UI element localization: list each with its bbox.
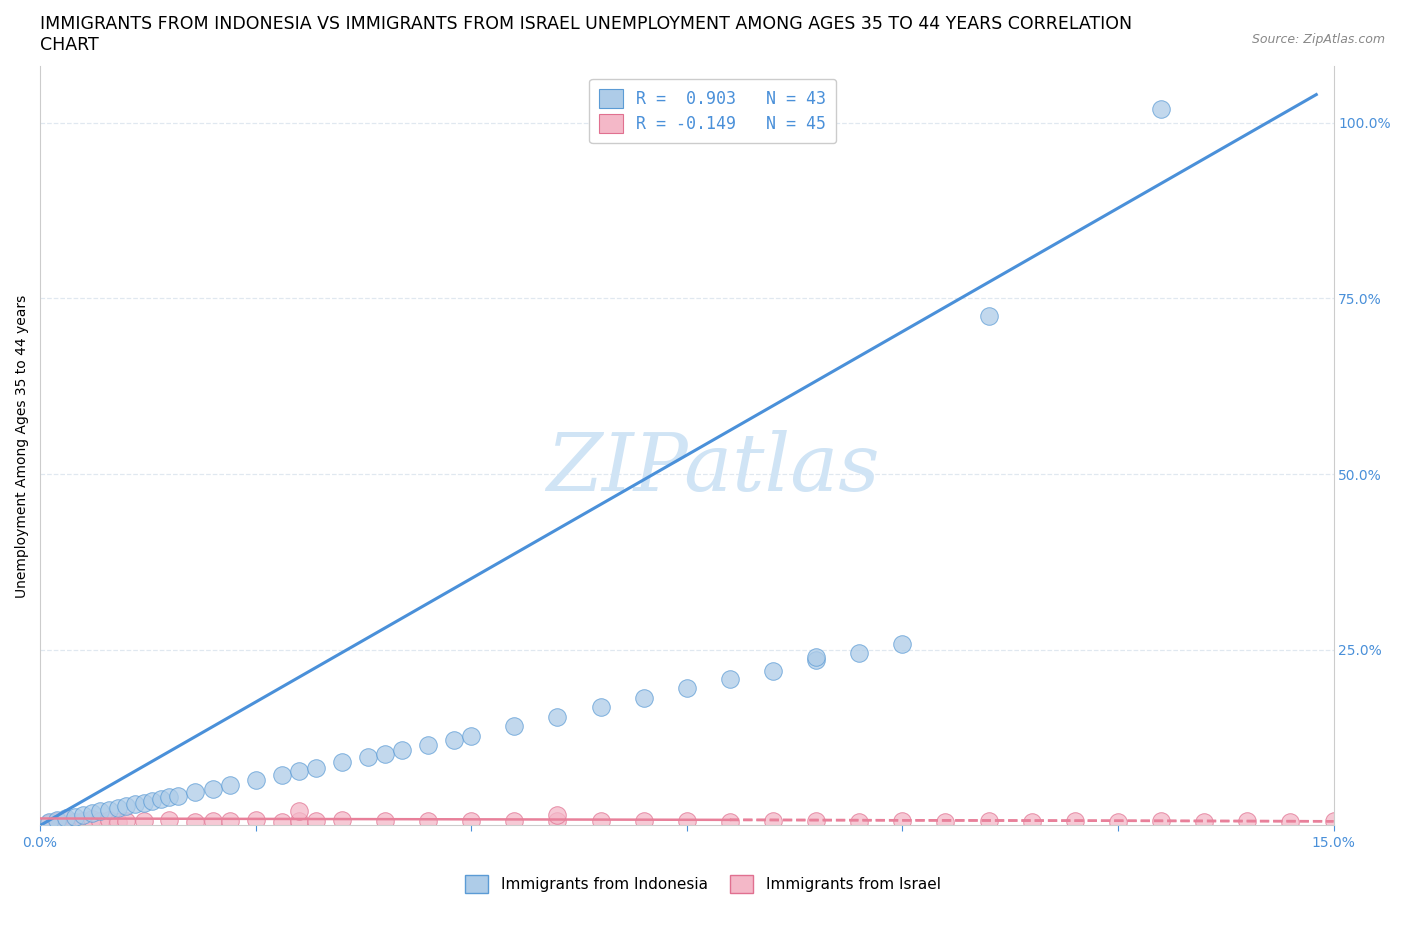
Text: Source: ZipAtlas.com: Source: ZipAtlas.com [1251, 33, 1385, 46]
Point [418, 737, 440, 752]
Text: ZIPatlas: ZIPatlas [546, 430, 879, 508]
Point [330, 755, 353, 770]
Point [357, 750, 380, 764]
Point [460, 728, 482, 743]
Point [38, 816, 60, 830]
Point [46, 813, 69, 828]
Point [132, 814, 155, 829]
Point [167, 789, 190, 804]
Point [589, 700, 612, 715]
Point [305, 761, 328, 776]
Point [98, 813, 121, 828]
Point [1192, 815, 1215, 830]
Point [288, 804, 311, 819]
Legend: Immigrants from Indonesia, Immigrants from Israel: Immigrants from Indonesia, Immigrants fr… [460, 870, 946, 899]
Point [374, 747, 396, 762]
Legend: R =  0.903   N = 43, R = -0.149   N = 45: R = 0.903 N = 43, R = -0.149 N = 45 [589, 79, 837, 143]
Y-axis label: Unemployment Among Ages 35 to 44 years: Unemployment Among Ages 35 to 44 years [15, 295, 30, 598]
Point [115, 813, 138, 828]
Point [149, 791, 172, 806]
Point [718, 671, 741, 686]
Point [374, 814, 396, 829]
Point [675, 813, 697, 828]
Point [1107, 815, 1129, 830]
Point [330, 813, 353, 828]
Point [848, 645, 870, 660]
Text: IMMIGRANTS FROM INDONESIA VS IMMIGRANTS FROM ISRAEL UNEMPLOYMENT AMONG AGES 35 T: IMMIGRANTS FROM INDONESIA VS IMMIGRANTS … [41, 15, 1132, 54]
Point [804, 649, 827, 664]
Point [159, 813, 181, 828]
Point [270, 767, 292, 782]
Point [762, 813, 785, 828]
Point [977, 309, 1000, 324]
Point [934, 815, 956, 830]
Point [1150, 814, 1173, 829]
Point [184, 815, 207, 830]
Point [633, 690, 655, 705]
Point [159, 790, 181, 804]
Point [460, 814, 482, 829]
Point [418, 813, 440, 828]
Point [546, 814, 568, 829]
Point [848, 815, 870, 830]
Point [1021, 815, 1043, 830]
Point [288, 813, 311, 828]
Point [63, 815, 86, 830]
Point [184, 784, 207, 799]
Point [63, 810, 86, 825]
Point [977, 814, 1000, 829]
Point [132, 795, 155, 810]
Point [55, 811, 77, 826]
Point [762, 663, 785, 678]
Point [89, 814, 111, 829]
Point [201, 813, 224, 828]
Point [1063, 814, 1085, 829]
Point [589, 813, 612, 828]
Point [546, 807, 568, 822]
Point [218, 814, 240, 829]
Point [107, 815, 129, 830]
Point [503, 813, 526, 828]
Point [115, 798, 138, 813]
Point [804, 814, 827, 829]
Point [1150, 101, 1173, 116]
Point [72, 813, 94, 828]
Point [245, 772, 267, 787]
Point [305, 814, 328, 829]
Point [124, 797, 146, 812]
Point [89, 804, 111, 819]
Point [546, 709, 568, 724]
Point [38, 815, 60, 830]
Point [1279, 815, 1302, 830]
Point [107, 801, 129, 816]
Point [891, 637, 914, 652]
Point [675, 681, 697, 696]
Point [141, 793, 163, 808]
Point [288, 764, 311, 778]
Point [80, 812, 103, 827]
Point [503, 718, 526, 733]
Point [391, 742, 413, 757]
Point [72, 807, 94, 822]
Point [55, 813, 77, 828]
Point [718, 815, 741, 830]
Point [891, 814, 914, 829]
Point [804, 653, 827, 668]
Point [218, 777, 240, 792]
Point [98, 803, 121, 817]
Point [245, 813, 267, 828]
Point [633, 814, 655, 829]
Point [46, 814, 69, 829]
Point [1236, 814, 1258, 829]
Point [80, 805, 103, 820]
Point [201, 781, 224, 796]
Point [443, 732, 465, 747]
Point [1322, 814, 1344, 829]
Point [270, 815, 292, 830]
